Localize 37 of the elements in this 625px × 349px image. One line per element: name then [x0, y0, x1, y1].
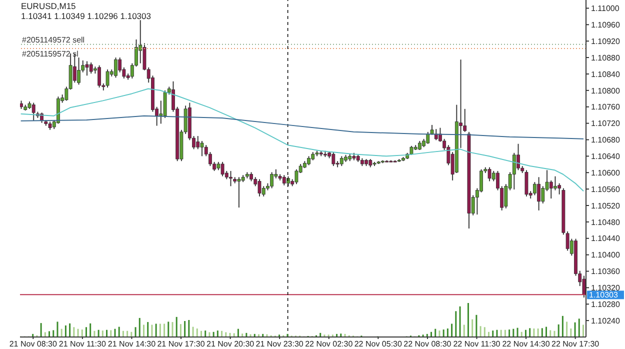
- y-tick-label: 1.10240: [591, 316, 620, 326]
- y-tick-label: 1.10560: [591, 184, 620, 194]
- x-tick-label: 21 Nov 17:30: [157, 340, 206, 349]
- y-tick-label: 1.10760: [591, 102, 620, 112]
- x-tick-label: 21 Nov 23:30: [256, 340, 304, 349]
- x-tick-label: 22 Nov 14:30: [502, 340, 550, 349]
- y-tick-label: 1.10960: [591, 20, 620, 30]
- ref-line-label: #2051149572 sell: [22, 35, 85, 44]
- x-tick-label: 22 Nov 08:30: [404, 340, 452, 349]
- y-tick-label: 1.10640: [591, 152, 620, 162]
- x-tick-label: 21 Nov 20:30: [206, 340, 255, 349]
- x-tick-label: 21 Nov 14:30: [108, 340, 156, 349]
- y-tick-label: 1.10280: [591, 300, 620, 309]
- y-tick-label: 1.10680: [591, 136, 620, 145]
- chart-title: EURUSD,M15: [21, 1, 77, 11]
- text: 1.10341 1.10349 1.10296 1.10303: [21, 11, 151, 21]
- x-tick-label: 22 Nov 05:30: [354, 340, 403, 349]
- y-tick-label: 1.10720: [591, 119, 620, 128]
- y-tick-label: 1.10360: [591, 267, 620, 276]
- y-tick-label: 1.10440: [591, 234, 620, 244]
- y-tick-label: 1.10800: [591, 86, 620, 96]
- y-tick-label: 1.10920: [591, 36, 620, 46]
- y-tick-label: 1.10480: [591, 218, 620, 227]
- x-tick-label: 21 Nov 08:30: [9, 340, 58, 349]
- y-tick-label: 1.11000: [591, 4, 620, 14]
- x-tick-label: 22 Nov 11:30: [453, 340, 501, 349]
- ref-line-label: 1.10303: [589, 290, 618, 300]
- y-tick-label: 1.10320: [591, 284, 620, 293]
- y-tick-label: 1.10400: [591, 250, 620, 260]
- y-tick-label: 1.10520: [591, 201, 620, 210]
- ref-line-label: #2051159572 sl: [22, 49, 79, 58]
- y-tick-label: 1.10880: [591, 53, 620, 62]
- x-tick-label: 22 Nov 02:30: [305, 340, 354, 349]
- x-tick-label: 22 Nov 17:30: [552, 340, 600, 349]
- y-tick-label: 1.10600: [591, 168, 620, 178]
- x-tick-label: 21 Nov 11:30: [58, 340, 106, 349]
- y-tick-label: 1.10840: [591, 70, 620, 79]
